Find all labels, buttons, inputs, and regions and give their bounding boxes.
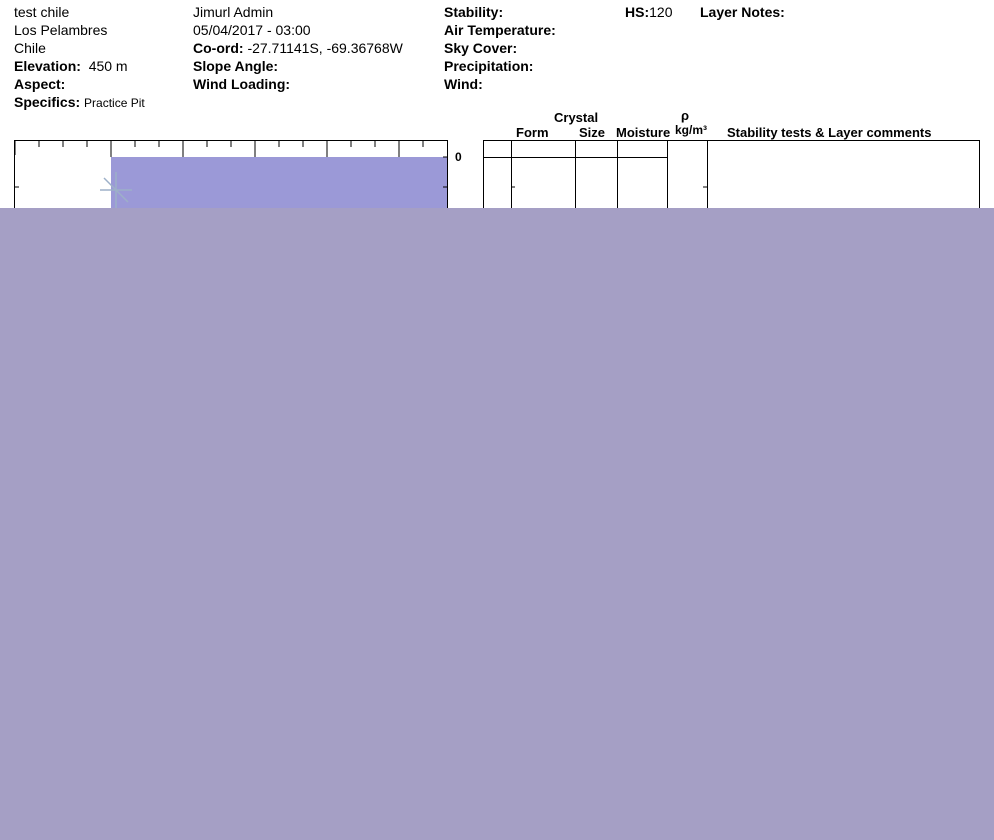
field: HS:120	[625, 3, 672, 21]
field-label: Air Temperature:	[444, 22, 556, 38]
field-label: Sky Cover:	[444, 40, 518, 56]
field: Elevation: 450 m	[14, 57, 128, 75]
field-label: Wind Loading:	[193, 76, 291, 92]
header-form: Form	[516, 125, 549, 140]
datetime: 05/04/2017 - 03:00	[193, 22, 311, 38]
field-value: 450 m	[88, 58, 128, 74]
header-comments: Stability tests & Layer comments	[727, 125, 932, 140]
logo-watermark	[100, 172, 132, 212]
field: Aspect:	[14, 75, 65, 93]
field-label: Slope Angle:	[193, 58, 279, 74]
site-country: Chile	[14, 40, 46, 56]
field-label: Elevation:	[14, 58, 81, 74]
field-value: -27.71141S, -69.36768W	[247, 40, 403, 56]
field: Specifics: Practice Pit	[14, 93, 145, 112]
header-rho: ρ	[681, 108, 690, 123]
field-label: Precipitation:	[444, 58, 534, 74]
site-area: Los Pelambres	[14, 22, 108, 38]
depth-label: 0	[455, 150, 462, 164]
field-label: Wind:	[444, 76, 483, 92]
field-label: Specifics:	[14, 94, 81, 110]
field: Wind:	[444, 75, 483, 93]
hardness-fill	[111, 157, 447, 217]
field-label: HS:	[625, 4, 650, 20]
field: Wind Loading:	[193, 75, 290, 93]
field-value: Practice Pit	[84, 96, 145, 110]
field: Sky Cover:	[444, 39, 517, 57]
field-label: Aspect:	[14, 76, 66, 92]
site-name: test chile	[14, 4, 70, 20]
table-lines	[483, 140, 708, 220]
header-crystal: Crystal	[554, 110, 599, 125]
field: Co-ord: -27.71141S, -69.36768W	[193, 39, 403, 57]
field: Slope Angle:	[193, 57, 278, 75]
header-moisture: Moisture	[616, 125, 671, 140]
field-label: Co-ord:	[193, 40, 244, 56]
modal-overlay	[0, 208, 994, 840]
field-value: 120	[649, 4, 673, 20]
field-label: Layer Notes:	[700, 4, 785, 20]
graph-ticks	[14, 140, 447, 188]
field: Air Temperature:	[444, 21, 556, 39]
observer: Jimurl Admin	[193, 4, 274, 20]
field: Layer Notes:	[700, 3, 785, 21]
header-density-unit: kg/m³	[675, 123, 708, 137]
field: Stability:	[444, 3, 503, 21]
field-label: Stability:	[444, 4, 504, 20]
header-size: Size	[579, 125, 606, 140]
field: Precipitation:	[444, 57, 533, 75]
